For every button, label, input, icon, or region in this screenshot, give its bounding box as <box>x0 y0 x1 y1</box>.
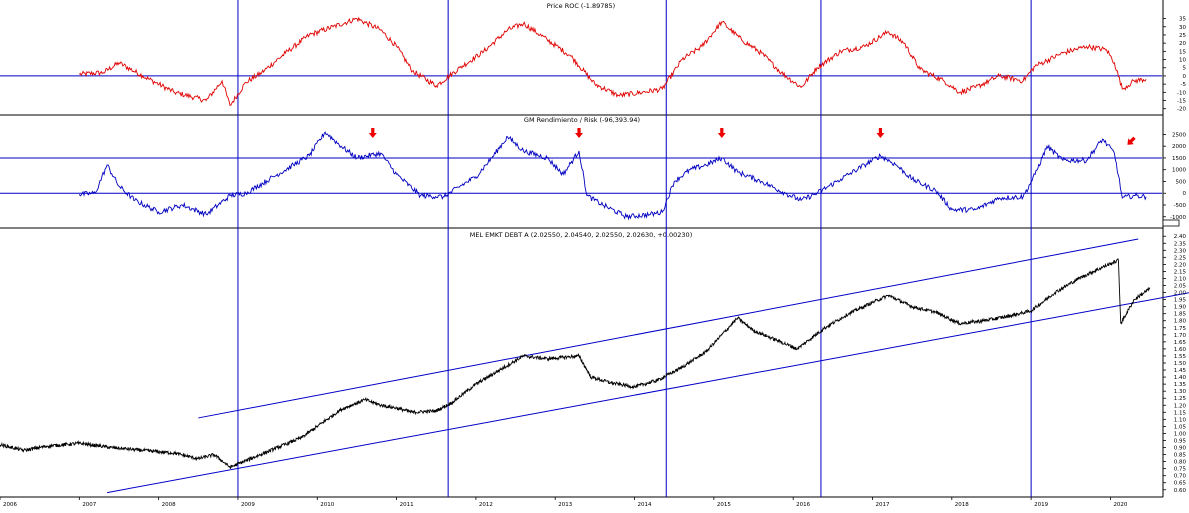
y-tick-label: 0.65 <box>1174 481 1187 487</box>
x-tick-label: 2009 <box>241 502 255 508</box>
roc-panel-title: Price ROC (-1.89785) <box>547 2 615 10</box>
y-tick-label: 2500 <box>1172 132 1186 138</box>
y-tick-label: 1.60 <box>1174 347 1187 353</box>
price-series-line <box>0 258 1151 469</box>
y-tick-label: 1.75 <box>1174 326 1187 332</box>
y-tick-label: 35 <box>1179 17 1186 23</box>
y-tick-label: 1.85 <box>1174 312 1187 318</box>
y-tick-label: 30 <box>1179 25 1186 31</box>
x-tick-label: 2007 <box>82 502 96 508</box>
y-tick-label: 2.35 <box>1174 241 1187 247</box>
y-tick-label: -10 <box>1177 90 1186 96</box>
risk-series-line <box>78 131 1147 221</box>
y-tick-label: 1000 <box>1172 168 1186 174</box>
y-axis-ticks: -20 -15 -10 -5 0 5 10 15 20 25 30 35 -1000 -500 0 500 10… <box>1163 17 1187 494</box>
y-tick-label: -5 <box>1181 82 1187 88</box>
y-tick-label: 2.25 <box>1174 255 1187 261</box>
x-tick-label: 2015 <box>717 502 731 508</box>
y-tick-label: 2.00 <box>1174 291 1187 297</box>
y-tick-label: 1.45 <box>1174 368 1187 374</box>
down-arrow-icon <box>717 128 726 138</box>
price-panel-title: MEL EMKT DEBT A (2.02550, 2.04540, 2.025… <box>470 231 692 239</box>
y-tick-label: 1.40 <box>1174 375 1187 381</box>
x-tick-label: 2012 <box>479 502 493 508</box>
axis-value-marker <box>1162 219 1180 227</box>
y-tick-label: 0.85 <box>1174 453 1187 459</box>
y-tick-label: 1.15 <box>1174 410 1187 416</box>
x-tick-label: 2013 <box>558 502 572 508</box>
y-tick-label: 0.75 <box>1174 467 1187 473</box>
y-tick-label: 1.50 <box>1174 361 1187 367</box>
x-axis-ticks: 2006 2007 2008 2009 2010 2011 2012 2013 2014 2015… <box>0 497 1128 508</box>
y-tick-label: 0.95 <box>1174 438 1187 444</box>
y-tick-label: 2.10 <box>1174 276 1187 282</box>
y-tick-label: -500 <box>1174 203 1187 209</box>
y-tick-label: -20 <box>1177 107 1186 113</box>
y-tick-label: 1.70 <box>1174 333 1187 339</box>
y-tick-label: 2.40 <box>1174 234 1187 240</box>
trend-channel <box>106 238 1189 494</box>
y-tick-label: 1.80 <box>1174 319 1187 325</box>
x-tick-label: 2019 <box>1034 502 1048 508</box>
y-tick-label: 1.95 <box>1174 298 1187 304</box>
signal-arrows <box>368 128 1136 145</box>
x-tick-label: 2016 <box>796 502 810 508</box>
x-tick-label: 2006 <box>3 502 17 508</box>
x-tick-label: 2014 <box>638 502 652 508</box>
y-tick-label: 20 <box>1179 41 1186 47</box>
y-tick-label: 1.20 <box>1174 403 1187 409</box>
y-tick-label: -1000 <box>1170 215 1186 221</box>
y-tick-label: 15 <box>1179 49 1186 55</box>
x-tick-label: 2017 <box>875 502 889 508</box>
y-tick-label: 1.30 <box>1174 389 1187 395</box>
y-tick-label: 5 <box>1183 66 1187 72</box>
y-tick-label: 1.35 <box>1174 382 1187 388</box>
y-tick-label: 1.10 <box>1174 417 1187 423</box>
roc-series-line <box>78 16 1147 107</box>
y-tick-label: 2.05 <box>1174 284 1187 290</box>
y-tick-label: 1.55 <box>1174 354 1187 360</box>
down-arrow-icon <box>575 128 584 138</box>
x-tick-label: 2018 <box>955 502 969 508</box>
down-arrow-icon <box>368 128 377 138</box>
series-layer <box>0 16 1151 469</box>
y-tick-label: 1.00 <box>1174 431 1187 437</box>
diagonal-arrow-icon <box>1127 136 1136 145</box>
channel-line <box>106 292 1189 494</box>
y-tick-label: 1.90 <box>1174 305 1187 311</box>
y-tick-label: 0.80 <box>1174 460 1187 466</box>
x-tick-label: 2011 <box>400 502 414 508</box>
x-tick-label: 2010 <box>320 502 334 508</box>
y-tick-label: -15 <box>1177 99 1186 105</box>
y-tick-label: 0.60 <box>1174 488 1187 494</box>
y-tick-label: 1500 <box>1172 156 1186 162</box>
x-tick-label: 2020 <box>1113 502 1127 508</box>
horizontal-reference-lines <box>0 75 1162 194</box>
y-tick-label: 10 <box>1179 58 1186 64</box>
y-tick-label: 2.15 <box>1174 269 1187 275</box>
y-tick-label: 0.70 <box>1174 474 1187 480</box>
y-tick-label: 0 <box>1183 191 1187 197</box>
y-tick-label: 2000 <box>1172 144 1186 150</box>
y-tick-label: 1.05 <box>1174 424 1187 430</box>
y-tick-label: 2.20 <box>1174 262 1187 268</box>
y-tick-label: 1.25 <box>1174 396 1187 402</box>
channel-line <box>198 238 1139 419</box>
y-tick-label: 2.30 <box>1174 248 1187 254</box>
down-arrow-icon <box>876 128 885 138</box>
y-tick-label: 25 <box>1179 33 1186 39</box>
y-tick-label: 0.90 <box>1174 446 1187 452</box>
y-tick-label: 0 <box>1183 74 1187 80</box>
y-tick-label: 1.65 <box>1174 340 1187 346</box>
y-tick-label: 500 <box>1176 179 1187 185</box>
risk-panel-title: GM Rendimiento / Risk (-96,393.94) <box>524 116 640 124</box>
x-tick-label: 2008 <box>162 502 176 508</box>
